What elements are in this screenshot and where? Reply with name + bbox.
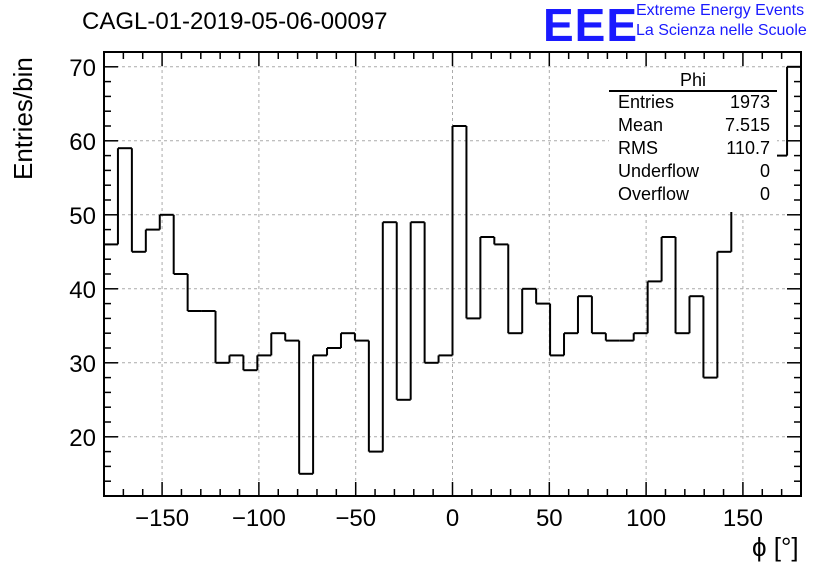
stats-label: Entries bbox=[618, 92, 675, 112]
y-tick-label: 70 bbox=[69, 55, 96, 82]
axis-ticks bbox=[103, 51, 802, 497]
stats-box: Phi Entries 1973 Mean 7.515 RMS 110.7 Un… bbox=[609, 70, 777, 212]
y-tick-label: 50 bbox=[69, 203, 96, 230]
brand-line-1: Extreme Energy Events bbox=[636, 2, 805, 19]
y-tick-label: 20 bbox=[69, 425, 96, 452]
stats-label: Underflow bbox=[618, 161, 700, 181]
stats-value: 1973 bbox=[729, 92, 770, 112]
y-tick-label: 40 bbox=[69, 277, 96, 304]
chart-title: CAGL-01-2019-05-06-00097 bbox=[82, 8, 388, 35]
y-axis-label: Entries/bin bbox=[8, 57, 38, 180]
x-axis-label: ϕ [°] bbox=[752, 532, 799, 562]
histogram-series bbox=[104, 65, 801, 475]
tick-labels: −150 −100 −50 0 50 100 150 20 30 40 50 60 70 bbox=[69, 55, 763, 532]
stats-label: Overflow bbox=[618, 184, 690, 204]
stats-value: 0 bbox=[759, 184, 770, 204]
stats-divider bbox=[609, 90, 777, 92]
stats-value: 110.7 bbox=[726, 138, 770, 158]
stats-value: 0 bbox=[759, 161, 770, 181]
x-tick-label: 150 bbox=[723, 505, 763, 532]
y-tick-label: 30 bbox=[69, 351, 96, 378]
y-tick-label: 60 bbox=[69, 129, 96, 156]
x-tick-label: −150 bbox=[135, 505, 189, 532]
x-tick-label: 0 bbox=[446, 505, 459, 532]
stats-value: 7.515 bbox=[724, 115, 770, 135]
x-tick-label: 50 bbox=[536, 505, 563, 532]
eee-logo: EEE bbox=[543, 0, 639, 51]
stats-label: RMS bbox=[618, 138, 658, 158]
stats-title: Phi bbox=[679, 70, 706, 90]
brand-line-2: La Scienza nelle Scuole bbox=[636, 22, 807, 39]
x-tick-label: −100 bbox=[232, 505, 286, 532]
stats-label: Mean bbox=[618, 115, 664, 135]
x-tick-label: 100 bbox=[626, 505, 666, 532]
x-tick-label: −50 bbox=[335, 505, 376, 532]
